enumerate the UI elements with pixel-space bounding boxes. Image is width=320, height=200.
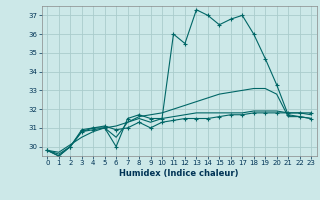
X-axis label: Humidex (Indice chaleur): Humidex (Indice chaleur) (119, 169, 239, 178)
